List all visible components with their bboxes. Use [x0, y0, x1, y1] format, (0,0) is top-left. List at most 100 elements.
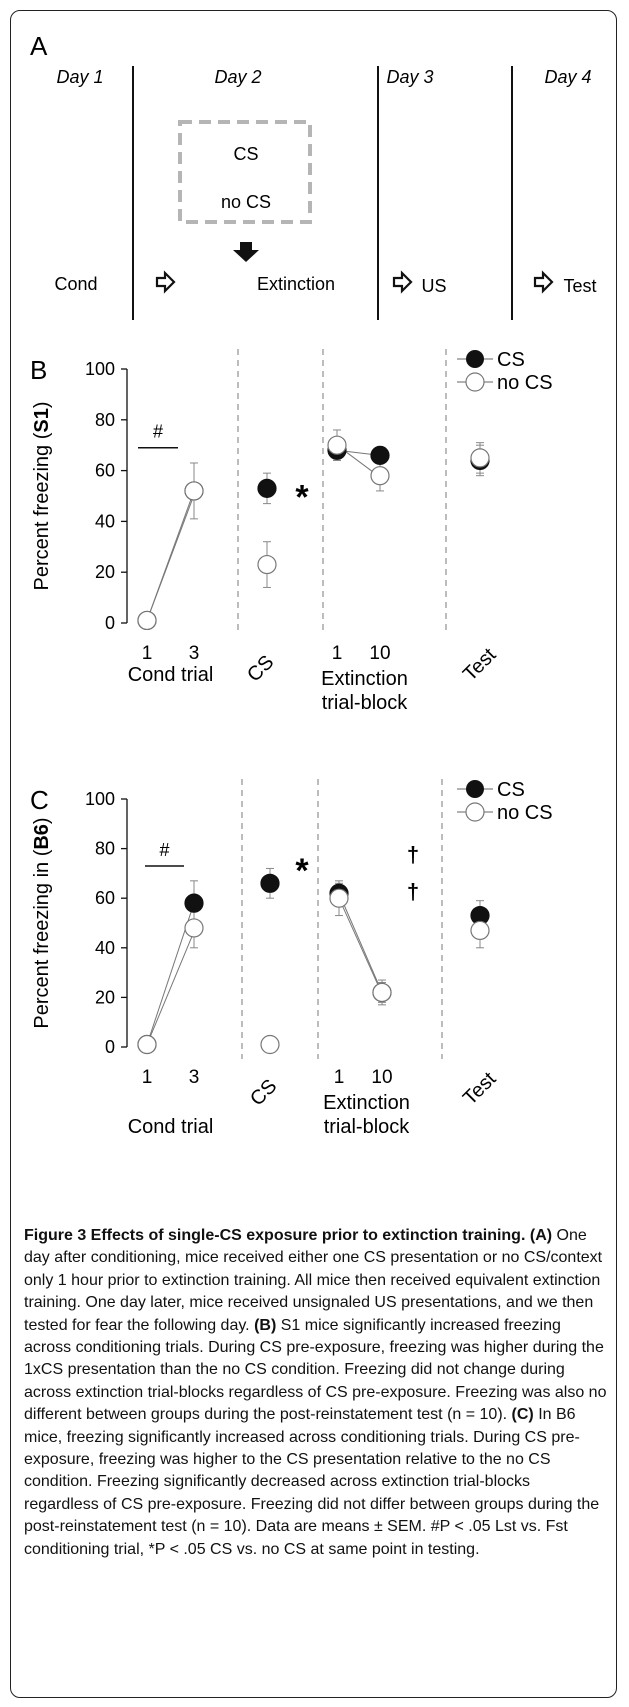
y-tick-label: 20 — [95, 987, 115, 1007]
x-tick-label: 10 — [369, 643, 390, 664]
y-axis-label: Percent freezing in (B6) — [31, 817, 53, 1028]
x-tick-label: 1 — [142, 1067, 153, 1088]
data-point-nocs — [137, 610, 157, 631]
y-tick-label: 100 — [85, 789, 115, 809]
x-group-label-test: Test — [459, 644, 501, 686]
data-point-cs — [260, 873, 280, 893]
dagger-annotation: † — [407, 879, 419, 904]
data-point-nocs — [470, 920, 490, 941]
data-point-nocs — [329, 888, 349, 908]
data-point-nocs — [137, 1034, 157, 1055]
day2-label: Day 2 — [214, 67, 261, 87]
day1-label: Day 1 — [56, 67, 103, 87]
legend-marker-cs — [466, 350, 484, 368]
legend-marker-nocs — [465, 802, 485, 822]
day3-label: Day 3 — [386, 67, 433, 87]
legend-label-nocs: no CS — [497, 372, 553, 394]
x-group-label-cond: Cond trial — [128, 664, 214, 686]
y-tick-label: 40 — [95, 511, 115, 531]
figure-frame — [10, 10, 617, 1698]
step-test: Test — [563, 276, 596, 296]
data-point-cs — [257, 478, 277, 498]
data-point-cs — [184, 893, 204, 913]
star-annotation: * — [295, 478, 309, 516]
step-extinction: Extinction — [257, 274, 335, 294]
x-tick-label: 1 — [332, 643, 343, 664]
box-cs-label: CS — [233, 144, 258, 164]
star-annotation: * — [295, 852, 309, 890]
y-tick-label: 80 — [95, 410, 115, 430]
arrow-right-icon — [533, 270, 554, 294]
y-tick-label: 0 — [105, 1037, 115, 1057]
panel-letter: B — [30, 355, 47, 385]
series-line-cond — [146, 927, 196, 1045]
x-group-label-trial-block: trial-block — [322, 692, 409, 714]
x-group-label-cond: Cond trial — [128, 1116, 214, 1138]
y-axis-label-text: Percent freezing ( — [31, 432, 53, 590]
x-group-label-test: Test — [459, 1068, 501, 1110]
series-line-extinction — [338, 893, 383, 993]
y-axis-label: Percent freezing (S1) — [31, 402, 53, 591]
caption-label-b: (B) — [254, 1316, 277, 1334]
x-group-label-trial-block: trial-block — [324, 1116, 411, 1138]
x-tick-label: 10 — [371, 1067, 392, 1088]
x-group-label-cs: CS — [243, 651, 278, 686]
x-group-label-extinction: Extinction — [321, 668, 408, 690]
series-line-cond — [146, 490, 196, 621]
panel-letter: C — [30, 785, 49, 815]
x-tick-label: 3 — [189, 643, 200, 664]
data-point-nocs — [370, 466, 390, 486]
x-tick-label: 1 — [142, 643, 153, 664]
caption-label-a: (A) — [529, 1227, 553, 1244]
data-point-nocs — [257, 554, 277, 575]
panel-a-timeline: A Day 1 Day 2 Day 3 Day 4 CS no CS Cond … — [30, 31, 597, 320]
caption-title: Figure 3 Effects of single-CS exposure p… — [24, 1227, 526, 1244]
data-point-nocs — [260, 1034, 280, 1055]
preexposure-box — [178, 120, 312, 224]
y-tick-label: 40 — [95, 938, 115, 958]
y-tick-label: 20 — [95, 562, 115, 582]
step-us: US — [421, 276, 446, 296]
arrow-right-icon — [155, 270, 176, 294]
y-axis-label-text: Percent freezing in ( — [31, 849, 53, 1028]
y-axis-label-text: ) — [31, 402, 53, 409]
panel-a-letter: A — [30, 31, 48, 61]
legend-marker-nocs — [465, 372, 485, 392]
y-axis-label-strain: B6 — [31, 824, 53, 850]
hash-annotation: # — [159, 840, 169, 860]
figure-caption: Figure 3 Effects of single-CS exposure p… — [24, 1225, 609, 1561]
down-arrow-icon — [233, 242, 259, 262]
data-point-nocs — [372, 982, 392, 1003]
data-point-nocs — [184, 918, 204, 938]
dagger-annotation: † — [407, 842, 419, 867]
y-axis-label-text: ) — [31, 817, 53, 824]
data-point-cs — [370, 445, 390, 465]
y-axis-label-strain: S1 — [31, 408, 53, 432]
data-point-nocs — [470, 448, 490, 468]
legend-label-cs: CS — [497, 349, 525, 371]
y-tick-label: 60 — [95, 888, 115, 908]
data-point-nocs — [184, 481, 204, 501]
caption-label-c: (C) — [511, 1406, 534, 1424]
caption-text-c: In B6 mice, freezing significantly incre… — [24, 1406, 600, 1558]
x-tick-label: 3 — [189, 1067, 200, 1088]
series-line-extinction — [338, 897, 383, 995]
data-point-nocs — [327, 435, 347, 455]
legend-marker-cs — [466, 780, 484, 798]
legend-label-nocs: no CS — [497, 802, 553, 824]
arrow-right-icon — [392, 270, 413, 294]
y-tick-label: 100 — [85, 359, 115, 379]
legend-label-cs: CS — [497, 779, 525, 801]
box-nocs-label: no CS — [221, 192, 271, 212]
y-tick-label: 80 — [95, 839, 115, 859]
caption-text-a: One day after conditioning, mice receive… — [24, 1227, 603, 1334]
y-tick-label: 0 — [105, 613, 115, 633]
hash-annotation: # — [153, 422, 163, 442]
day4-label: Day 4 — [544, 67, 591, 87]
step-cond: Cond — [54, 274, 97, 294]
caption-text-b: S1 mice significantly increased freezing… — [24, 1316, 607, 1424]
x-tick-label: 1 — [334, 1067, 345, 1088]
x-group-label-cs: CS — [246, 1075, 281, 1110]
y-tick-label: 60 — [95, 461, 115, 481]
